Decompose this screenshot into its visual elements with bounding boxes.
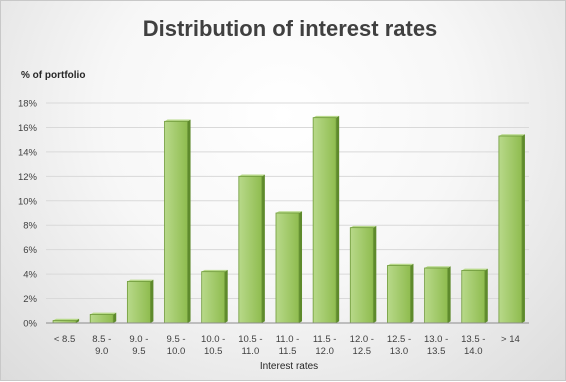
bar-face [275,212,300,324]
bar [349,225,377,324]
bar [89,312,117,324]
bar-face [461,270,486,324]
bar-top [313,115,340,118]
x-tick-labels: < 8.5 8.5 -9.0 9.0 -9.5 9.5 -10.0 10.0 -10.5… [54,334,520,357]
bar-side [150,279,154,323]
x-tick-label: 12.5 -13.0 [387,334,411,357]
x-tick-label: 11.0 -11.5 [276,334,300,357]
bar-top [461,268,488,271]
y-tick-label: 4% [23,270,37,281]
gridlines [46,102,529,300]
x-tick-label: 9.5 -10.0 [167,334,186,357]
x-tick-label: 10.5 -11.0 [238,334,262,357]
bar-top [164,119,191,122]
bar-top [53,318,80,321]
bar [126,279,154,324]
bar-top [424,266,451,268]
bar-side [299,211,303,323]
bar-side [410,263,414,323]
bar [201,269,228,324]
bar-side [113,312,117,323]
bar-side [224,269,228,323]
bar [461,268,488,324]
bar-face [387,265,411,324]
x-tick-label: 10.0 -10.5 [201,334,225,357]
x-axis-label: Interest rates [260,361,318,372]
x-tick-label: 8.5 -9.0 [92,334,111,357]
bar-face [126,281,151,324]
bar-face [424,267,449,324]
y-tick-label: 16% [18,123,38,134]
bar-face [312,117,337,324]
x-tick-label: 11.5 -12.0 [313,334,337,357]
x-tick-label: > 14 [501,334,520,345]
y-axis-label: % of portfolio [21,70,85,81]
bar-side [261,174,265,323]
chart-title: Distribution of interest rates [143,16,438,41]
bar-face [164,120,188,324]
y-tick-label: 2% [23,294,37,305]
y-tick-label: 14% [18,147,38,158]
bar-top [498,134,525,136]
bar-face [238,175,263,324]
bar-side [187,119,191,324]
y-tick-labels: 0% 2% 4% 6% 8% 10% 12% 14% 16% 18% [18,99,38,330]
bar-side [336,115,340,323]
bars [52,115,525,324]
bar [238,174,265,324]
bar [498,134,525,324]
bar-face [349,227,374,324]
bar [52,318,80,324]
bar-top [350,225,377,228]
x-tick-label: 13.0 -13.5 [424,334,448,357]
bar [164,119,191,324]
bar [312,115,340,324]
bar-top [275,211,303,213]
bar [387,263,414,324]
bar-side [521,134,525,323]
x-tick-label: 13.5 -14.0 [461,334,485,357]
bar-face [498,135,523,324]
bar-top [127,279,154,282]
bar [424,266,451,324]
x-tick-label: 12.0 -12.5 [350,334,374,357]
bar-face [201,271,226,324]
bar-side [447,266,451,323]
bar-top [387,263,414,266]
bar-top [238,174,265,177]
bar-side [76,318,80,323]
y-tick-label: 18% [18,99,38,110]
bar-top [90,312,117,315]
bar-face [89,314,114,324]
bar-side [484,268,488,323]
x-tick-label: < 8.5 [54,334,75,345]
y-tick-label: 0% [23,319,37,330]
y-tick-label: 8% [23,221,37,232]
y-tick-label: 6% [23,245,37,256]
y-tick-label: 10% [18,196,38,207]
x-tick-label: 9.0 -9.5 [129,334,148,357]
bar-side [373,225,377,323]
bar [275,211,303,324]
y-tick-label: 12% [18,172,38,183]
bar-top [201,269,228,272]
